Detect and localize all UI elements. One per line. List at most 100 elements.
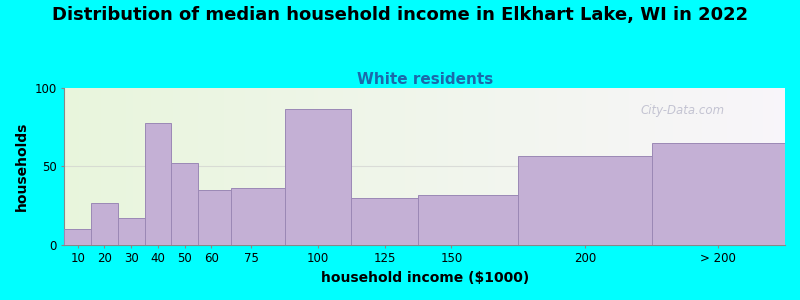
Bar [423, 88, 426, 245]
Bar [310, 88, 314, 245]
Bar [267, 88, 271, 245]
Bar [340, 88, 343, 245]
Bar [184, 88, 187, 245]
Bar [607, 88, 611, 245]
Bar [155, 88, 158, 245]
Bar [137, 88, 141, 245]
Bar [79, 88, 82, 245]
Bar [542, 88, 546, 245]
Bar [770, 88, 774, 245]
Bar [210, 88, 213, 245]
Bar [438, 88, 441, 245]
Bar [546, 88, 550, 245]
Bar [756, 88, 760, 245]
Bar [296, 88, 300, 245]
Bar [550, 88, 554, 245]
Bar [141, 88, 144, 245]
Bar [466, 88, 470, 245]
Bar [180, 88, 184, 245]
Bar [134, 88, 137, 245]
Bar [528, 88, 531, 245]
Bar [365, 88, 369, 245]
Bar [401, 88, 405, 245]
Bar [495, 88, 499, 245]
Bar [65, 88, 68, 245]
Bar [416, 88, 419, 245]
Bar [329, 88, 332, 245]
Bar [738, 88, 742, 245]
Bar [445, 88, 448, 245]
Bar [510, 88, 514, 245]
Bar [242, 88, 246, 245]
Bar [148, 88, 151, 245]
Bar [517, 88, 521, 245]
Bar [680, 88, 684, 245]
Bar [637, 88, 640, 245]
Bar [760, 88, 763, 245]
Bar [669, 88, 673, 245]
Bar [90, 88, 94, 245]
Bar [723, 88, 727, 245]
Bar [778, 88, 782, 245]
Bar [231, 88, 234, 245]
Bar [343, 88, 347, 245]
Bar [753, 88, 756, 245]
Bar [369, 88, 372, 245]
Bar [782, 88, 785, 245]
Bar [177, 88, 180, 245]
Bar [459, 88, 462, 245]
Bar [303, 88, 307, 245]
Bar [600, 88, 604, 245]
Bar [91, 202, 118, 245]
Bar [441, 88, 445, 245]
Y-axis label: households: households [15, 122, 29, 211]
Bar [97, 88, 101, 245]
Bar [644, 88, 647, 245]
Bar [314, 88, 318, 245]
Bar [86, 88, 90, 245]
Bar [260, 88, 263, 245]
Bar [198, 88, 202, 245]
Bar [238, 88, 242, 245]
Bar [676, 88, 680, 245]
Bar [253, 88, 256, 245]
Bar [217, 88, 220, 245]
Bar [101, 88, 104, 245]
Bar [173, 88, 177, 245]
Bar [376, 88, 379, 245]
Bar [75, 88, 79, 245]
Bar [730, 88, 734, 245]
Bar [220, 88, 224, 245]
Bar [285, 109, 351, 245]
Bar [289, 88, 293, 245]
Bar [622, 88, 626, 245]
Bar [111, 88, 115, 245]
Bar [246, 88, 249, 245]
Bar [702, 88, 706, 245]
Bar [590, 88, 593, 245]
Bar [379, 88, 383, 245]
Bar [198, 190, 231, 245]
Bar [499, 88, 502, 245]
Bar [300, 88, 303, 245]
Bar [597, 88, 600, 245]
Bar [82, 88, 86, 245]
Bar [470, 88, 474, 245]
Bar [362, 88, 365, 245]
Bar [568, 88, 571, 245]
Bar [582, 88, 586, 245]
Bar [492, 88, 495, 245]
Bar [586, 88, 590, 245]
Bar [745, 88, 749, 245]
Bar [716, 88, 720, 245]
Bar [104, 88, 108, 245]
Bar [691, 88, 694, 245]
Bar [604, 88, 607, 245]
Bar [418, 195, 518, 245]
Bar [274, 88, 278, 245]
Bar [531, 88, 535, 245]
Bar [578, 88, 582, 245]
Bar [322, 88, 325, 245]
Bar [640, 88, 644, 245]
Bar [115, 88, 118, 245]
